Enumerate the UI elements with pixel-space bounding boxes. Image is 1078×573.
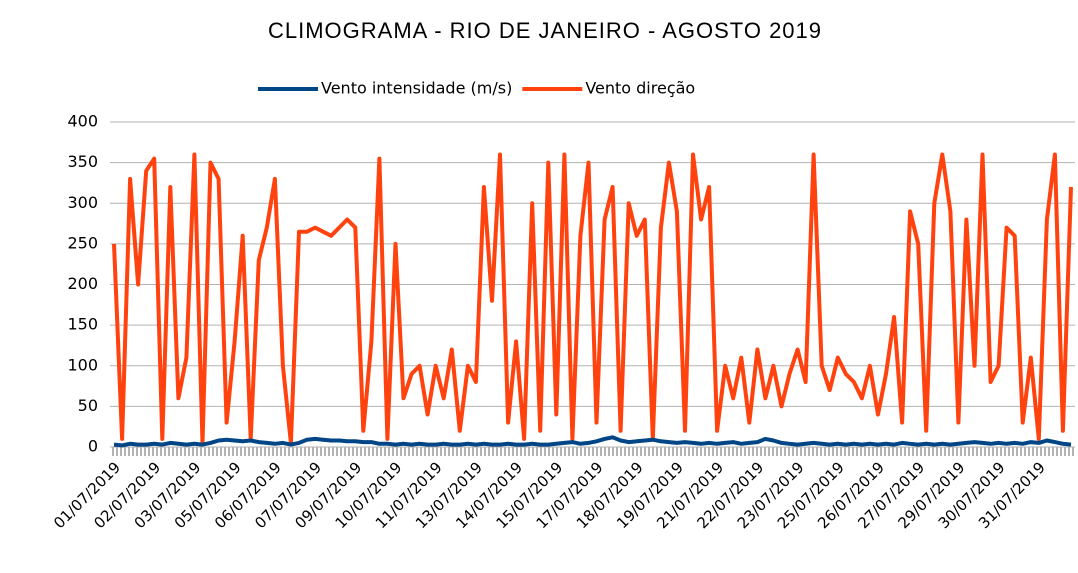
chart-title: CLIMOGRAMA - RIO DE JANEIRO - AGOSTO 201…: [268, 18, 822, 43]
legend-label: Vento intensidade (m/s): [321, 79, 512, 98]
y-tick-label: 250: [67, 233, 98, 252]
legend: Vento intensidade (m/s) Vento direção: [258, 79, 695, 98]
line-series: [113, 435, 1072, 448]
y-tick-label: 100: [67, 355, 98, 374]
y-tick-label: 150: [67, 315, 98, 334]
y-tick-label: 400: [67, 112, 98, 131]
legend-label: Vento direção: [585, 79, 695, 98]
y-tick-label: 0: [88, 437, 98, 456]
y-tick-label: 300: [67, 193, 98, 212]
x-axis-ticks: [110, 447, 1075, 456]
line-series: [112, 152, 1073, 445]
y-tick-label: 200: [67, 274, 98, 293]
y-tick-label: 50: [78, 396, 98, 415]
y-tick-label: 350: [67, 152, 98, 171]
